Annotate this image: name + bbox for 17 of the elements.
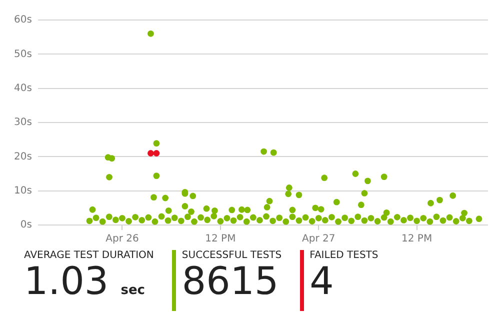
y-tick-label: 10s	[14, 185, 32, 196]
text: FAILED TESTS	[310, 250, 378, 261]
x-tick-label: 12 PM	[205, 234, 236, 245]
text: 1.03 sec	[24, 259, 146, 305]
x-tick-label: 12 PM	[402, 234, 432, 245]
x-tick-label: Apr 26	[106, 234, 139, 245]
y-tick-label: 0s	[20, 220, 32, 231]
text: SUCCESSFUL TESTS	[182, 250, 282, 261]
text: AVERAGE TEST DURATION	[24, 250, 154, 261]
y-tick-label: 30s	[14, 117, 32, 128]
y-tick-label: 60s	[14, 14, 32, 26]
text: 4	[310, 259, 335, 303]
text: 8615	[182, 259, 280, 303]
y-tick-label: 50s	[14, 48, 32, 60]
y-tick-label: 40s	[14, 82, 32, 94]
x-tick-label: Apr 27	[302, 234, 336, 245]
y-tick-label: 20s	[14, 151, 32, 162]
